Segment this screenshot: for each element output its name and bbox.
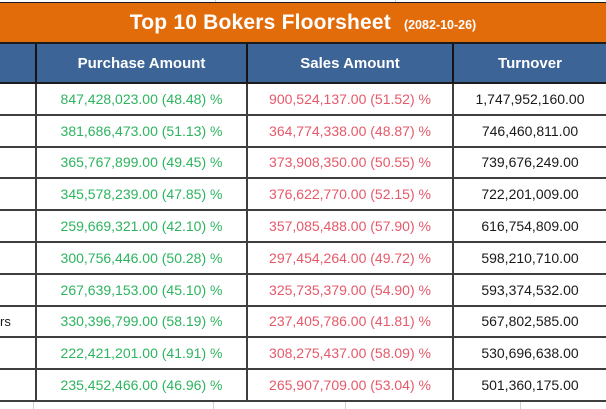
turnover-cell: 616,754,809.00 [454, 211, 606, 243]
turnover-cell: 598,210,710.00 [454, 243, 606, 275]
gridline-tick [33, 401, 34, 409]
purchase-cell: 259,669,321.00 (42.10) % [37, 211, 248, 243]
gridline-tick [345, 401, 346, 409]
turnover-cell: 593,374,532.00 [454, 275, 606, 307]
table-row: 381,686,473.00 (51.13) % 364,774,338.00 … [0, 115, 606, 148]
turnover-cell: 530,696,638.00 [454, 338, 606, 371]
table-row: 345,578,239.00 (47.85) % 376,622,770.00 … [0, 179, 606, 212]
sales-cell: 357,085,488.00 (57.90) % [248, 211, 454, 243]
turnover-cell: 739,676,249.00 [454, 148, 606, 180]
turnover-cell: 746,460,811.00 [454, 116, 606, 148]
sales-cell: 373,908,350.00 (50.55) % [248, 147, 454, 180]
page-title: Top 10 Bokers Floorsheet [129, 11, 391, 34]
table-row: 300,756,446.00 (50.28) % 297,454,264.00 … [0, 242, 606, 275]
purchase-cell: 235,452,466.00 (46.96) % [37, 370, 248, 402]
sales-cell: 364,774,338.00 (48.87) % [248, 115, 454, 148]
broker-cell [0, 338, 37, 371]
sales-cell: 237,405,786.00 (41.81) % [248, 306, 454, 339]
table-row: 365,767,899.00 (49.45) % 373,908,350.00 … [0, 147, 606, 180]
table-body: 847,428,023.00 (48.48) % 900,524,137.00 … [0, 84, 606, 402]
broker-cell [0, 370, 37, 402]
gridline-tick [213, 401, 214, 409]
header-sales-amount: Sales Amount [248, 44, 454, 82]
table-row: 259,669,321.00 (42.10) % 357,085,488.00 … [0, 211, 606, 243]
header-turnover: Turnover [498, 54, 562, 72]
purchase-cell: 365,767,899.00 (49.45) % [37, 147, 248, 180]
header-broker [0, 44, 37, 82]
header-purchase-amount: Purchase Amount [37, 44, 248, 82]
sales-cell: 325,735,379.00 (54.90) % [248, 274, 454, 307]
purchase-cell: 300,756,446.00 (50.28) % [37, 242, 248, 275]
broker-cell [0, 115, 37, 148]
purchase-cell: 267,639,153.00 (45.10) % [37, 274, 248, 307]
table-row: 847,428,023.00 (48.48) % 900,524,137.00 … [0, 84, 606, 116]
table-row: 267,639,153.00 (45.10) % 325,735,379.00 … [0, 274, 606, 307]
turnover-cell: 501,360,175.00 [454, 370, 606, 402]
broker-cell [0, 84, 37, 116]
sales-cell: 265,907,709.00 (53.04) % [248, 370, 454, 402]
report-date: (2082-10-26) [403, 18, 477, 32]
purchase-cell: 345,578,239.00 (47.85) % [37, 179, 248, 212]
broker-cell: rs [0, 306, 37, 339]
turnover-cell: 1,747,952,160.00 [454, 84, 606, 116]
purchase-cell: 330,396,799.00 (58.19) % [37, 306, 248, 339]
sales-cell: 308,275,437.00 (58.09) % [248, 338, 454, 371]
table-row: rs 330,396,799.00 (58.19) % 237,405,786.… [0, 306, 606, 339]
turnover-cell: 722,201,009.00 [454, 179, 606, 212]
gridline-tick [215, 0, 216, 2]
sales-cell: 297,454,264.00 (49.72) % [248, 242, 454, 275]
purchase-cell: 381,686,473.00 (51.13) % [37, 115, 248, 148]
title-bar: Top 10 Bokers Floorsheet (2082-10-26) [0, 2, 606, 42]
gridline-tick [520, 401, 521, 409]
broker-cell [0, 274, 37, 307]
spreadsheet-bottom-sliver [0, 401, 606, 409]
broker-cell [0, 211, 37, 243]
table-row: 222,421,201.00 (41.91) % 308,275,437.00 … [0, 338, 606, 371]
purchase-cell: 847,428,023.00 (48.48) % [37, 84, 248, 116]
spreadsheet-top-sliver [0, 0, 606, 2]
broker-cell [0, 242, 37, 275]
turnover-cell: 567,802,585.00 [454, 307, 606, 339]
sales-cell: 900,524,137.00 (51.52) % [248, 84, 454, 116]
broker-cell [0, 179, 37, 212]
broker-cell [0, 147, 37, 180]
sales-cell: 376,622,770.00 (52.15) % [248, 179, 454, 212]
table-header-row: Purchase Amount Sales Amount Turnover [0, 42, 606, 84]
purchase-cell: 222,421,201.00 (41.91) % [37, 338, 248, 371]
gridline-tick [395, 0, 396, 2]
table-row: 235,452,466.00 (46.96) % 265,907,709.00 … [0, 370, 606, 402]
